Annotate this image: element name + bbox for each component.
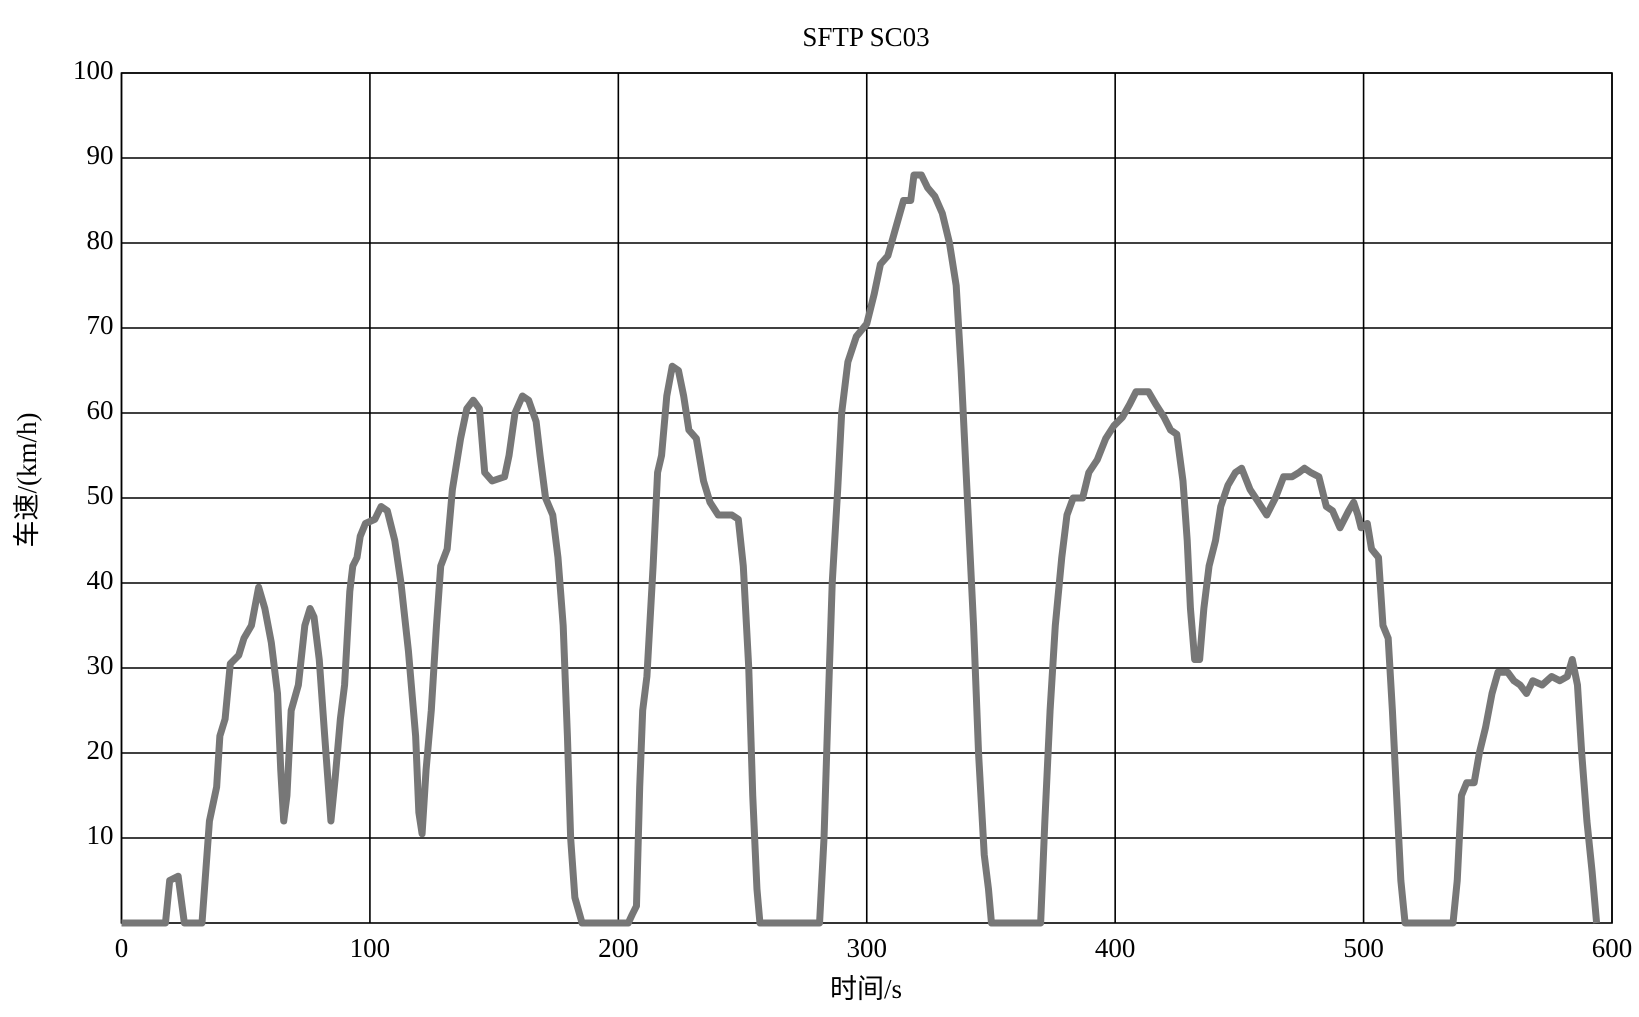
y-tick-label: 40 bbox=[87, 565, 114, 595]
data-line bbox=[121, 171, 1601, 927]
x-tick-label: 100 bbox=[350, 933, 391, 963]
chart-title: SFTP SC03 bbox=[802, 22, 929, 52]
y-tick-label: 80 bbox=[87, 225, 114, 255]
x-axis-label: 时间/s bbox=[830, 974, 902, 1004]
y-tick-label: 70 bbox=[87, 310, 114, 340]
x-tick-label: 600 bbox=[1592, 933, 1633, 963]
x-tick-label: 300 bbox=[847, 933, 888, 963]
y-tick-label: 90 bbox=[87, 140, 114, 170]
x-tick-label: 0 bbox=[115, 933, 129, 963]
y-tick-label: 50 bbox=[87, 480, 114, 510]
x-tick-label: 500 bbox=[1343, 933, 1384, 963]
x-tick-label: 200 bbox=[598, 933, 639, 963]
x-tick-label: 400 bbox=[1095, 933, 1136, 963]
y-tick-label: 20 bbox=[87, 735, 114, 765]
y-tick-label: 10 bbox=[87, 820, 114, 850]
y-tick-label: 100 bbox=[73, 55, 114, 85]
y-axis-label: 车速/(km/h) bbox=[12, 413, 42, 548]
y-tick-label: 60 bbox=[87, 395, 114, 425]
y-tick-label: 30 bbox=[87, 650, 114, 680]
